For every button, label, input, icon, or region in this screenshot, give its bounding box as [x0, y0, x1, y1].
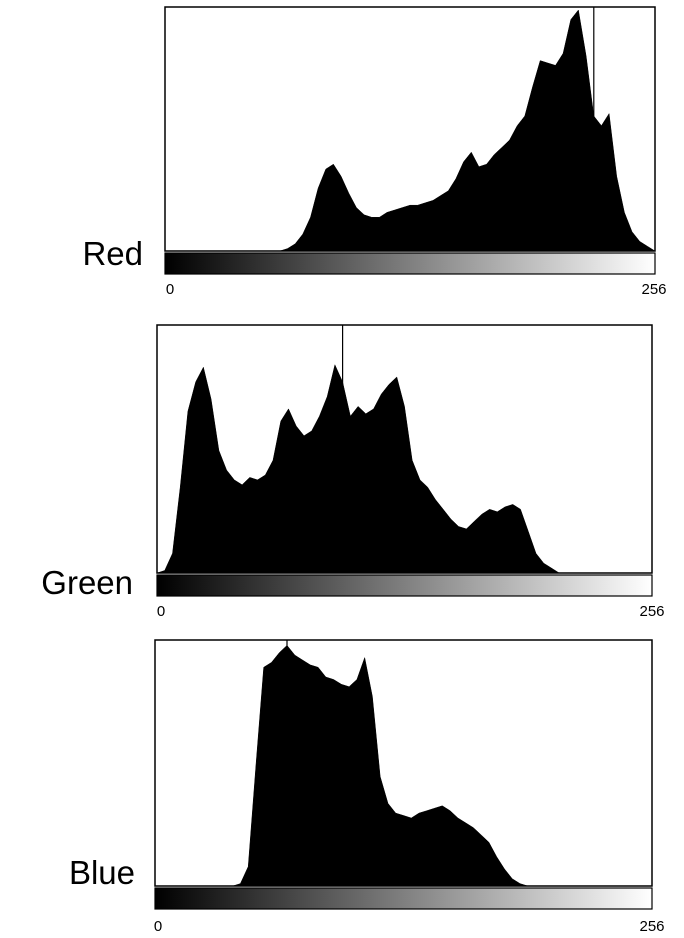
channel-label-red: Red: [82, 235, 143, 272]
histogram-area-red: [165, 9, 656, 252]
x-tick-max-red: 256: [641, 281, 666, 298]
intensity-gradient-bar-blue: [154, 887, 653, 910]
channel-label-blue: Blue: [69, 854, 135, 891]
x-tick-min-blue: 0: [154, 918, 162, 935]
intensity-gradient-bar-green: [156, 574, 653, 597]
x-tick-min-red: 0: [166, 281, 174, 298]
channel-label-green: Green: [41, 564, 133, 601]
histogram-area-blue: [155, 645, 652, 887]
histogram-green: Green 0 256: [41, 324, 665, 620]
histogram-red: Red 0 256: [82, 6, 667, 298]
histogram-area-green: [156, 364, 652, 574]
intensity-gradient-bar-red: [164, 252, 656, 275]
x-tick-max-blue: 256: [639, 918, 664, 935]
x-tick-max-green: 256: [639, 603, 664, 620]
histogram-blue: Blue 0 256: [69, 639, 665, 935]
x-tick-min-green: 0: [157, 603, 165, 620]
